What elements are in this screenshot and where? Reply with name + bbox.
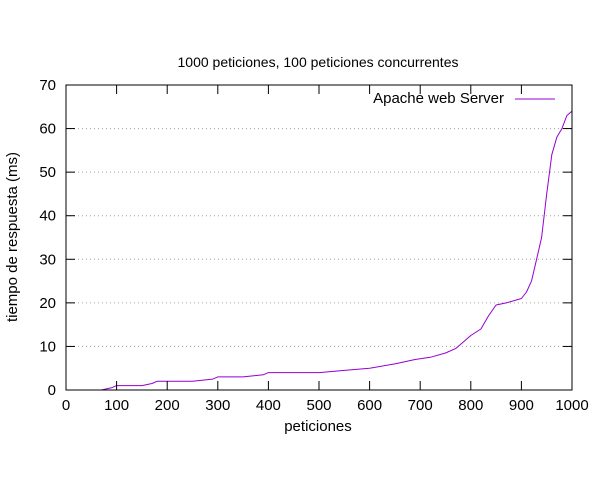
y-tick-label: 20 [39, 295, 56, 312]
legend-label: Apache web Server [373, 90, 504, 107]
y-tick-label: 70 [39, 77, 56, 94]
series-layer [101, 110, 573, 391]
y-tick-label: 40 [39, 208, 56, 225]
x-tick-label: 200 [155, 397, 180, 414]
x-tick-label: 1000 [555, 397, 588, 414]
legend: Apache web Server [373, 90, 555, 107]
grid-layer [66, 128, 572, 347]
plot-frame [65, 84, 573, 391]
x-tick-label: 700 [408, 397, 433, 414]
x-axis-label: peticiones [284, 418, 352, 435]
x-tick-label: 0 [62, 397, 70, 414]
x-tick-label: 400 [256, 397, 281, 414]
y-tick-label: 30 [39, 251, 56, 268]
y-tick-label: 0 [48, 382, 56, 399]
x-tick-label: 100 [104, 397, 129, 414]
x-tick-label: 300 [205, 397, 230, 414]
chart-title: 1000 peticiones, 100 peticiones concurre… [178, 54, 459, 70]
x-tick-label: 900 [509, 397, 534, 414]
y-tick-label: 60 [39, 121, 56, 138]
y-axis-label: tiempo de respuesta (ms) [4, 152, 21, 322]
x-tick-label: 800 [458, 397, 483, 414]
x-tick-label: 500 [306, 397, 331, 414]
y-tick-label: 50 [39, 164, 56, 181]
series-line-0 [101, 110, 573, 391]
x-tick-label: 600 [357, 397, 382, 414]
y-tick-label: 10 [39, 338, 56, 355]
